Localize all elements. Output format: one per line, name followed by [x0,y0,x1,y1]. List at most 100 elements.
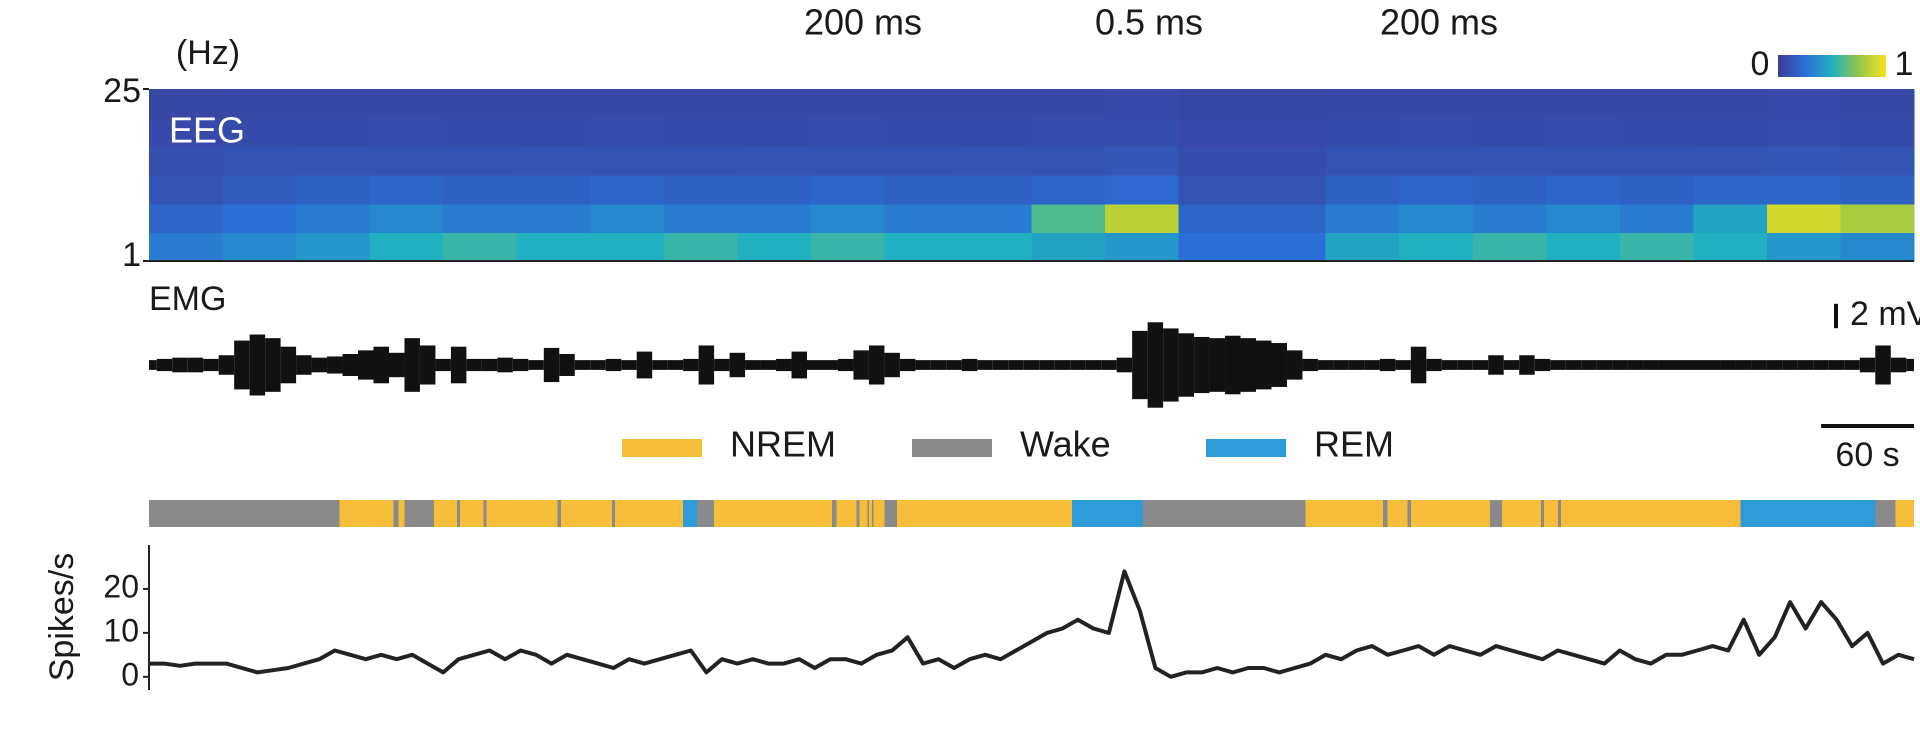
emg-envelope [1008,360,1024,370]
emg-envelope [280,346,297,384]
emg-envelope [791,351,808,379]
spectrogram-cell [443,89,518,119]
spectrogram-cell [1619,175,1694,205]
emg-envelope [1643,360,1659,370]
spectrogram-cell [663,175,738,205]
y-tick-label: 20 [103,568,139,604]
spectrogram-cell [1472,146,1547,176]
spectrogram-cell [1840,117,1915,147]
state-interval [836,500,857,527]
state-interval [1502,500,1541,527]
spectrogram-cell [1619,146,1694,176]
spectrogram-cell [222,232,297,262]
state-interval [457,500,461,527]
spectrogram-cell [443,117,518,147]
spectrogram-cell [957,146,1033,176]
spectrogram-cell [296,232,371,262]
emg-envelope [992,360,1009,370]
emg-envelope [574,360,591,370]
emg-envelope [481,358,498,372]
spectrogram-cell [1766,117,1842,147]
spectrogram-cell [590,146,665,176]
emg-envelope [961,358,978,372]
spectrogram-cell [1031,232,1106,262]
spectrogram-cell [884,203,959,233]
spectrogram-cell [1546,146,1621,176]
emg-envelope [977,360,993,370]
emg-envelope [1766,360,1783,370]
emg-envelope [1550,360,1566,370]
emg-envelope [1612,360,1628,370]
emg-envelope [1457,360,1473,370]
spectrogram-cell [1399,203,1474,233]
legend-swatch [912,439,992,457]
emg-envelope [1225,335,1241,395]
state-interval [1071,500,1143,527]
spectrogram-cell [222,146,297,176]
scale-bar-label: 2 mV [1850,295,1920,333]
spectrogram-cell [737,146,812,176]
spectrogram-cell [810,117,886,147]
spectrogram-cell [1178,175,1253,205]
emg-envelope [915,360,931,370]
emg-envelope [1828,360,1845,370]
spectrogram-cell [1546,117,1621,147]
spectrogram-cell [1105,175,1180,205]
emg-envelope [636,351,653,379]
spectrogram-cell [1178,89,1253,119]
state-interval [1895,500,1914,527]
state-interval [433,500,458,527]
spectrogram-cell [222,89,297,119]
spectrogram-cell [516,232,591,262]
emg-envelope [652,360,668,370]
emg-envelope [1302,358,1318,372]
spectrogram-cell [737,232,812,262]
spectrogram-cell [222,203,297,233]
spectrogram-cell [884,146,959,176]
spectrogram-cell [296,146,371,176]
y-tick-label: 0 [121,656,139,692]
legend-label: REM [1314,424,1394,465]
spectrogram-cell [1546,232,1621,262]
state-interval [557,500,561,527]
emg-envelope [1132,330,1148,400]
colorbar-label: 1 [1895,45,1914,83]
emg-envelope [1534,358,1551,372]
state-interval [1540,500,1544,527]
spectrogram-cell [1178,146,1253,176]
spectrogram-cell [443,232,518,262]
emg-envelope [621,360,637,370]
annotation: 200 ms [1380,2,1498,43]
legend-swatch [1206,439,1286,457]
spectrogram-cell [1693,117,1768,147]
spectrogram-cell [1178,232,1253,262]
state-interval [393,500,399,527]
spectrogram-cell [663,117,738,147]
emg-envelope [1101,360,1117,370]
spectrogram-cell [1031,117,1106,147]
emg-envelope [1271,343,1287,387]
emg-envelope [249,334,266,396]
emg-envelope [1070,360,1086,370]
spectrogram-cell [1105,232,1180,262]
emg-envelope [1054,360,1071,370]
spectrogram-cell [1840,175,1915,205]
state-interval [1382,500,1388,527]
emg-envelope [296,355,312,375]
spectrogram-cell [149,203,224,233]
spectrogram-cell [737,89,812,119]
emg-envelope [729,352,746,378]
emg-envelope [203,358,219,372]
spectrogram-cell [1619,203,1694,233]
y-tick-label: 10 [103,612,139,648]
spectrogram-cell [810,175,886,205]
state-interval [1875,500,1896,527]
spectrogram-cell [1031,146,1106,176]
emg-envelope [1782,360,1798,370]
emg-envelope [450,346,467,384]
spectrogram-cell [1178,203,1253,233]
emg-envelope [868,345,885,385]
spectrogram-cell [1472,175,1547,205]
spectrogram-cell [663,203,738,233]
